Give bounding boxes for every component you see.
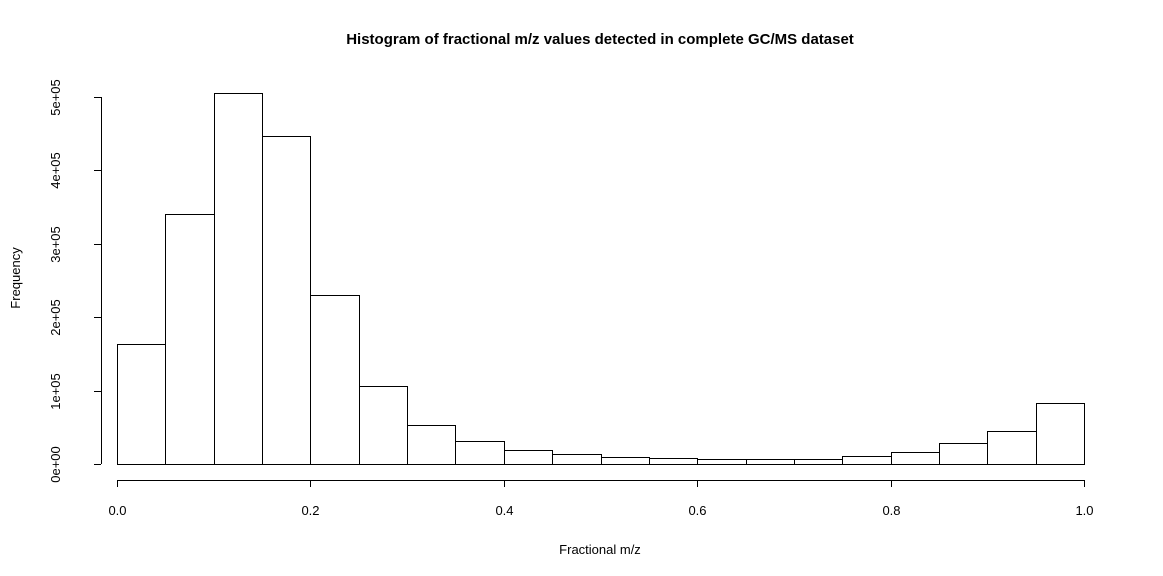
y-axis: 0e+00 1e+05 2e+05 3e+05 4e+05 5e+05 <box>48 79 102 483</box>
x-tick-label-4: 0.8 <box>882 503 900 518</box>
histogram-bar-4 <box>310 295 360 465</box>
histogram-bar-19 <box>1036 403 1085 465</box>
bars-group <box>117 93 1085 465</box>
x-tick-label-3: 0.6 <box>688 503 706 518</box>
x-axis-label: Fractional m/z <box>559 542 641 557</box>
histogram-bar-14 <box>794 459 843 465</box>
histogram-bar-11 <box>649 458 698 465</box>
y-tick-label-1: 1e+05 <box>48 373 63 410</box>
histogram-bar-2 <box>214 93 263 465</box>
histogram-bar-17 <box>939 443 988 465</box>
y-tick-label-2: 2e+05 <box>48 299 63 336</box>
chart-title: Histogram of fractional m/z values detec… <box>346 31 854 48</box>
histogram-bar-12 <box>697 459 747 465</box>
histogram-bar-1 <box>165 214 215 465</box>
y-axis-label: Frequency <box>8 247 23 309</box>
histogram-bar-9 <box>552 454 602 465</box>
histogram-bar-10 <box>601 457 650 465</box>
y-tick-label-3: 3e+05 <box>48 226 63 263</box>
histogram-bar-16 <box>891 452 940 465</box>
y-tick-label-4: 4e+05 <box>48 152 63 189</box>
histogram-bar-18 <box>987 431 1037 465</box>
x-tick-label-2: 0.4 <box>495 503 513 518</box>
histogram-bar-7 <box>455 441 505 465</box>
x-tick-label-1: 0.2 <box>301 503 319 518</box>
histogram-bar-6 <box>407 425 456 465</box>
histogram-bar-3 <box>262 136 311 465</box>
histogram-bar-0 <box>117 344 166 465</box>
x-tick-label-5: 1.0 <box>1075 503 1093 518</box>
y-tick-label-5: 5e+05 <box>48 79 63 116</box>
histogram-bar-13 <box>746 459 795 465</box>
x-tick-label-0: 0.0 <box>108 503 126 518</box>
histogram-bar-15 <box>842 456 892 465</box>
x-axis: 0.0 0.2 0.4 0.6 0.8 1.0 <box>108 480 1094 518</box>
histogram-bar-5 <box>359 386 408 465</box>
histogram-bar-8 <box>504 450 553 465</box>
y-tick-label-0: 0e+00 <box>48 446 63 483</box>
